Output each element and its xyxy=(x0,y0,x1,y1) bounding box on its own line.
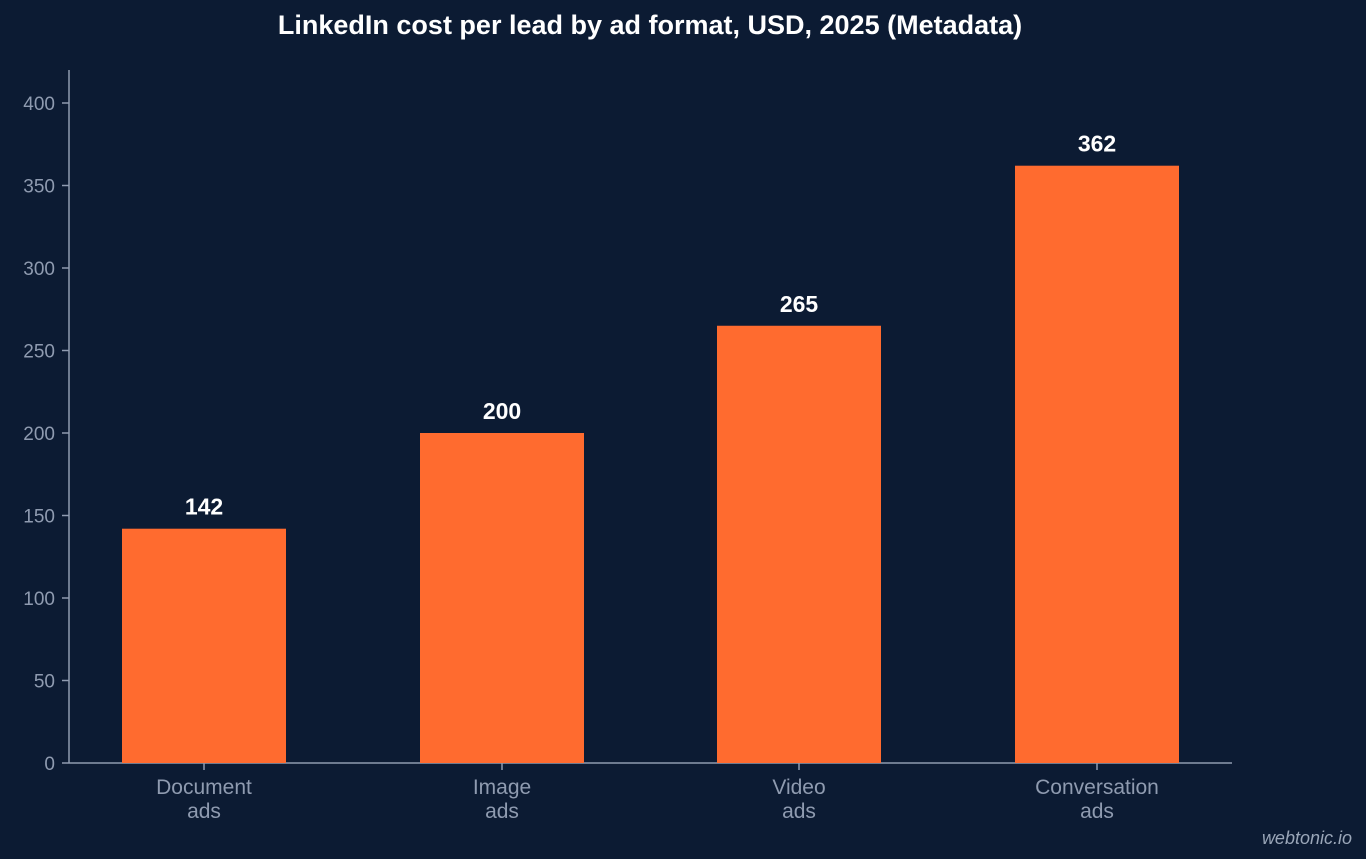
bar xyxy=(420,433,584,763)
x-tick-label: Conversation xyxy=(1035,776,1159,799)
data-labels: 142 200 265 362 xyxy=(185,131,1116,520)
x-tick-label: ads xyxy=(187,800,221,823)
x-tick-label: Image xyxy=(473,776,531,799)
x-tick-label: Video xyxy=(772,776,825,799)
bar-value-label: 200 xyxy=(483,398,521,424)
bar xyxy=(122,528,286,763)
x-tick-label: ads xyxy=(485,800,519,823)
bar-value-label: 142 xyxy=(185,494,223,520)
bar xyxy=(717,325,881,763)
bar-value-label: 265 xyxy=(780,291,819,317)
y-tick-label: 400 xyxy=(23,94,55,115)
y-axis: 0 50 100 150 200 250 300 350 400 xyxy=(23,70,70,775)
watermark: webtonic.io xyxy=(1261,828,1352,848)
y-tick-label: 200 xyxy=(23,424,55,445)
y-tick-label: 100 xyxy=(23,589,55,610)
bar xyxy=(1015,165,1179,763)
category-labels: DocumentadsImageadsVideoadsConversationa… xyxy=(156,776,1159,823)
y-tick-label: 150 xyxy=(23,507,55,528)
chart-title: LinkedIn cost per lead by ad format, USD… xyxy=(277,10,1023,40)
y-tick-label: 250 xyxy=(23,342,55,363)
y-tick-label: 350 xyxy=(23,177,55,198)
bars xyxy=(122,165,1179,763)
y-tick-label: 0 xyxy=(44,754,55,775)
bar-value-label: 362 xyxy=(1078,131,1116,157)
y-tick-label: 300 xyxy=(23,259,55,280)
x-axis xyxy=(69,762,1232,770)
x-tick-label: Document xyxy=(156,776,252,799)
x-tick-label: ads xyxy=(782,800,816,823)
y-tick-label: 50 xyxy=(34,672,55,693)
x-tick-label: ads xyxy=(1080,800,1114,823)
